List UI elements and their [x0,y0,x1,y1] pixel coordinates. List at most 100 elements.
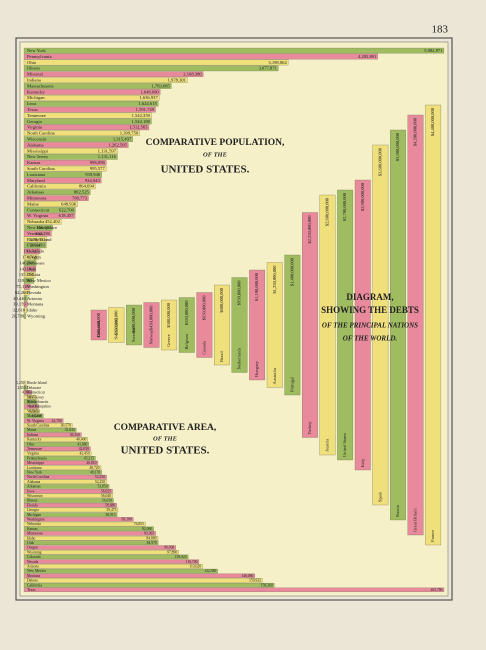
bar-label: Tennessee [27,113,46,118]
bar [425,104,442,546]
bar [23,390,33,395]
value-label: $4,200,000,000 [413,117,419,146]
bar-label: Pennsylvania [27,54,52,59]
value-label: 103,925 [175,555,187,560]
bar-label: Mississippi [27,461,44,465]
value-label: $500,000,000 [166,302,172,328]
bar-label: Wisconsin [27,137,47,142]
value-label: 56,650 [102,499,112,504]
bar-label: Virginia [27,452,39,456]
bar-label: Montana [27,574,40,578]
bar [266,262,283,388]
bar [23,313,26,319]
bar [23,399,38,405]
value-label: 4,990 [22,391,30,396]
value-label: 32,610 [13,308,26,314]
value-label: 276,531 [30,237,46,243]
bar-label: New Mexico [27,278,52,283]
bar-label: South Carolina [27,423,50,427]
value-label: 452,402 [45,219,61,225]
value-label: $1,100,000,000 [254,272,260,301]
value-label: 53,850 [97,485,107,490]
bar [23,394,37,400]
bar-label: Oregon [27,255,41,260]
bar-label: Kansas [27,527,38,531]
value-label: 84,800 [146,536,156,541]
bar-label: Switzerland [113,317,118,339]
bar-label: Washington [27,517,45,521]
bar [161,299,178,351]
chart-title: OF THE [203,151,228,158]
value-label: $2,700,000,000 [342,192,348,221]
bar-label: Arkansas [27,485,41,489]
value-label: 3,198,062 [268,60,287,66]
value-label: 622,700 [59,207,75,213]
bar-label: Ohio [27,60,37,65]
bar-label: Montana [27,302,43,307]
bar-label: Netherlands [237,348,242,370]
value-label: 1,131,116 [98,154,117,160]
bar [23,451,92,456]
value-label: 4,282,891 [358,54,377,60]
value-label: 1,542,180 [132,119,151,125]
value-label: 150,932 [249,579,261,584]
bar-label: Colorado [27,249,45,254]
bar [23,130,140,137]
bar-label: Austria [325,439,330,452]
bar [23,195,89,201]
bar-label: Rhode Island [27,237,52,242]
bar-label: Florida [27,243,40,248]
bar [23,142,129,148]
bar [354,179,371,471]
bar [23,573,255,578]
chart-title: SHOWING THE DEBTS [321,305,419,315]
bar-label: Denmark [96,320,101,337]
bar [23,183,96,190]
bar-label: Wyoming [27,314,46,319]
chart-title: OF THE PRINCIPAL NATIONS [322,322,418,330]
bar [23,432,82,437]
bar [23,437,88,442]
value-label: 2,050 [17,386,25,391]
bar-label: W. Virginia [27,419,44,423]
bar-label: Alabama [27,142,44,147]
value-label: 122,580 [204,569,216,574]
bar [302,212,318,438]
value-label: 39,159 [13,302,26,308]
bar-label: Iowa [27,489,35,493]
bar [23,460,99,466]
bar-label: Indiana [27,433,38,437]
bar [196,292,213,358]
bar [23,248,41,255]
value-label: 52,250 [95,480,105,485]
bar-label: Kansas [27,160,40,165]
bar-label: New Hampshire [27,225,57,230]
value-label: 1,399,750 [120,131,139,137]
bar-label: Portugal [289,376,294,392]
value-label: 45,215 [84,456,94,461]
bar [23,526,154,531]
bar [23,441,90,447]
bar [23,207,76,213]
value-label: 110,700 [186,560,198,565]
value-label: $950,000,000 [237,280,243,306]
value-label: 146,080 [241,574,253,579]
value-label: 1,783,085 [151,83,170,89]
outer-frame [15,37,453,601]
bar [23,59,289,66]
bar [407,114,424,536]
bar [23,213,76,219]
bar [23,507,119,513]
bar-label: Canada [201,341,206,355]
bar [284,254,301,396]
bar-label: Vermont [27,409,40,413]
bar-label: Maryland [27,414,41,418]
bar-label: Delaware [27,260,45,265]
bar-label: Maine [27,428,37,432]
bar-label: Idaho [27,308,38,313]
bar-label: Georgia [27,508,39,512]
value-label: 82,080 [142,527,152,532]
bar-label: Washington [27,284,50,289]
bar-label: Georgia [27,119,42,124]
